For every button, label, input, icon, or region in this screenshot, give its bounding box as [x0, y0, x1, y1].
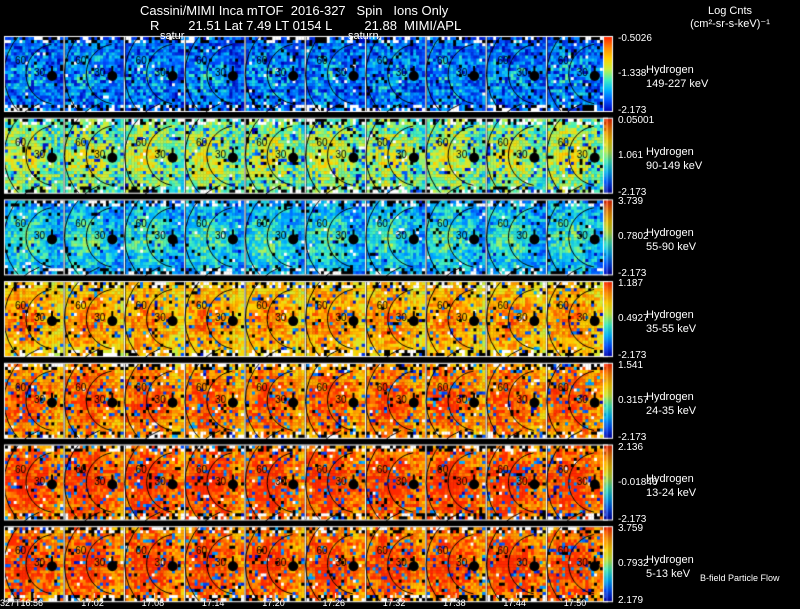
colorbar-min-value: -2.173	[618, 105, 647, 116]
units-line-1: Log Cnts	[707, 5, 753, 17]
colorbar-mid-value: -0.01846	[618, 476, 658, 488]
time-tick-label: 17:32	[382, 598, 406, 608]
colorbar-max-value: 1.541	[618, 359, 644, 371]
energy-range-label: 13-24 keV	[646, 486, 697, 499]
time-tick-label: 17:02	[81, 598, 104, 608]
orbit-info: R 21.51 Lat 7.49 LT 0154 L 21.88 MIMI/AP…	[150, 18, 462, 33]
colorbar-min-value: -2.173	[618, 513, 647, 525]
time-tick-label: 17:14	[201, 598, 225, 608]
energy-range-label: 55-90 keV	[646, 241, 697, 254]
species-label: Hydrogen	[646, 64, 694, 76]
species-label: Hydrogen	[646, 145, 694, 158]
time-tick-label: 327T16:56	[0, 598, 44, 608]
colorbar-min-value: -2.173	[618, 350, 647, 362]
colorbar-min-value: -2.173	[618, 186, 647, 198]
colorbar-mid-value: 0.7932	[618, 558, 649, 570]
species-label: Hydrogen	[646, 554, 694, 567]
colorbar-mid-value: 1.061	[618, 149, 644, 161]
energy-range-label: 35-55 keV	[646, 323, 697, 336]
saturn-label-left: satur	[160, 30, 185, 42]
colorbar-mid-value: 0.3157	[618, 394, 649, 406]
colorbar-mid-value: 0.7802	[618, 231, 649, 243]
species-label: Hydrogen	[646, 472, 694, 485]
colorbar-max-value: 2.136	[618, 441, 644, 453]
energy-range-label: 5-13 keV	[646, 568, 691, 581]
colorbar-units: Log Cnts (cm²-sr-s-keV)⁻¹	[660, 5, 800, 31]
saturn-label-right: saturn	[348, 30, 379, 42]
species-label: Hydrogen	[646, 390, 694, 403]
energy-range-label: 90-149 keV	[646, 159, 703, 172]
time-tick-label: 17:20	[262, 598, 285, 608]
time-tick-label: 17:38	[443, 598, 466, 608]
colorbar-max-value: 0.05001	[618, 114, 655, 126]
colorbar-max-value: 3.759	[618, 523, 644, 535]
colorbar-min-value: -2.173	[618, 431, 647, 443]
units-line-2: (cm²-sr-s-keV)⁻¹	[690, 18, 770, 30]
colorbar-max-value: 1.187	[618, 278, 644, 290]
energy-range-label: 149-227 keV	[646, 78, 709, 90]
colorbar-mid-value: 0.4927	[618, 313, 649, 325]
colorbar-min-value: 2.179	[618, 595, 644, 607]
colorbar-min-value: -2.173	[618, 268, 647, 280]
colorbar-mid-value: -1.338	[618, 68, 647, 79]
time-tick-label: 17:50	[563, 598, 587, 608]
chart-title: Cassini/MIMI Inca mTOF 2016-327 Spin Ion…	[140, 3, 449, 18]
energy-range-label: 24-35 keV	[646, 404, 697, 417]
species-label: Hydrogen	[646, 309, 694, 322]
time-tick-label: 17:08	[141, 598, 165, 608]
species-label: Hydrogen	[646, 227, 694, 240]
time-tick-label: 17:26	[322, 598, 346, 608]
time-tick-label: 17:44	[503, 598, 526, 608]
colorbar-max-value: 3.739	[618, 196, 644, 208]
colorbar-max-value: -0.5026	[618, 33, 652, 44]
bfield-flow-credit: B-field Particle Flow	[700, 573, 780, 583]
